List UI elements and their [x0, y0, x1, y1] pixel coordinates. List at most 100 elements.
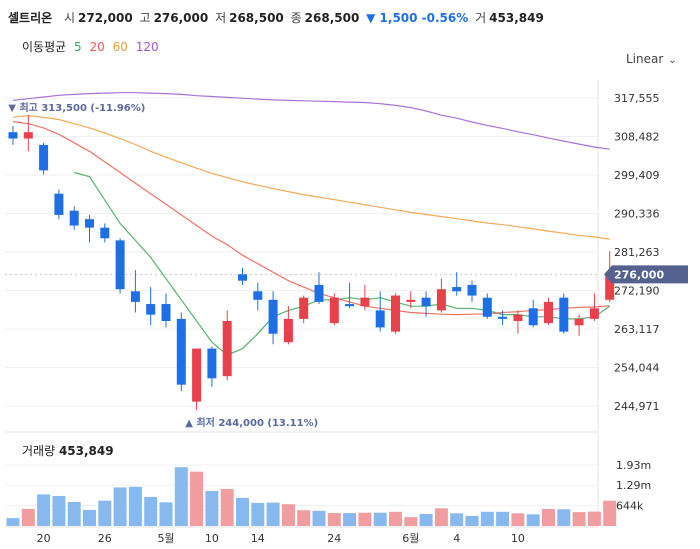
volume-bar	[220, 489, 234, 526]
volume-bar	[98, 500, 112, 526]
low-value: 268,500	[229, 11, 284, 25]
volume-bar	[511, 513, 525, 526]
volume-bar	[21, 508, 35, 526]
volume-bar	[205, 490, 219, 526]
volume-bar	[37, 494, 51, 526]
candle-body	[283, 318, 293, 343]
candle-body	[253, 291, 263, 300]
low-label: 저	[215, 11, 227, 25]
candle-body	[528, 308, 538, 326]
volume-bar	[434, 508, 448, 526]
high-value: 276,000	[153, 11, 209, 25]
volume-bar	[404, 517, 418, 526]
volume-bar	[83, 509, 96, 526]
volume-panel-title: 거래량	[22, 444, 56, 458]
price-tick-label: 299,409	[614, 169, 660, 182]
candle-body	[345, 304, 355, 307]
volume-bar	[297, 510, 311, 526]
volume-bar	[312, 510, 326, 526]
price-tick-label: 272,190	[614, 285, 660, 298]
volume-bar	[174, 467, 188, 526]
price-annotation: ▼ 최고 313,500 (-11.96%)	[8, 101, 145, 114]
volume-label: 거	[475, 11, 487, 25]
ma-legend-item-60[interactable]: 60	[112, 40, 128, 54]
volume-bar	[67, 501, 81, 526]
candle-body	[8, 132, 18, 139]
candle-body	[192, 348, 202, 402]
price-tick-label: 308,482	[614, 131, 660, 144]
candle-body	[589, 308, 599, 319]
stock-header: 셀트리온 시 272,000 고 276,000 저 268,500 종 268,500…	[8, 9, 547, 29]
candle-body	[375, 310, 385, 328]
moving-average-legend[interactable]: 이동평균 5 20 60 120	[22, 38, 163, 55]
current-price-tag	[604, 265, 688, 284]
ma-legend-item-20[interactable]: 20	[89, 40, 105, 54]
candle-body	[574, 318, 584, 326]
close-value: 268,500	[304, 11, 360, 25]
candle-body	[360, 297, 370, 307]
chevron-down-icon: ⌄	[668, 55, 677, 66]
candle-body	[146, 304, 156, 315]
candle-body	[115, 240, 125, 290]
moving-average-120-line	[12, 92, 610, 150]
candle-body	[176, 318, 186, 385]
candle-body	[238, 274, 247, 281]
volume-bar	[128, 486, 142, 526]
candle-body	[421, 297, 431, 307]
candle-body	[406, 299, 416, 302]
candle-body	[467, 284, 477, 296]
volume-panel-value: 453,849	[58, 444, 114, 458]
x-tick-label: 5월	[157, 532, 174, 545]
volume-bar	[327, 513, 341, 526]
current-price-label: 276,000	[614, 268, 664, 281]
volume-bar	[343, 513, 357, 526]
candle-body	[207, 348, 217, 379]
candle-body	[513, 314, 523, 322]
ma-legend-item-5[interactable]: 5	[74, 40, 82, 54]
price-change: ▼ 1,500 -0.56%	[366, 11, 469, 25]
volume-bar	[52, 495, 66, 526]
volume-bar	[542, 508, 555, 526]
scale-mode-dropdown[interactable]: Linear ⌄	[626, 52, 677, 66]
volume-value: 453,849	[489, 11, 544, 25]
volume-bar	[159, 502, 173, 526]
moving-average-5-line	[74, 171, 611, 356]
candle-body	[605, 274, 615, 300]
volume-tick-label: 1.29m	[616, 479, 651, 492]
candle-body	[329, 297, 339, 324]
volume-bar	[251, 502, 265, 526]
volume-bar	[465, 515, 479, 526]
volume-bar	[373, 512, 387, 526]
x-tick-label: 10	[511, 532, 525, 545]
close-label: 종	[290, 11, 302, 25]
volume-bar	[6, 518, 20, 526]
candle-body	[161, 304, 171, 322]
volume-tick-label: 1.93m	[616, 459, 651, 472]
volume-bar	[557, 509, 571, 526]
x-tick-label: 26	[98, 532, 112, 545]
volume-bar	[389, 511, 402, 526]
candle-body	[314, 284, 324, 302]
volume-bar	[281, 504, 295, 526]
candle-body	[498, 316, 508, 319]
x-tick-label: 6월	[402, 532, 419, 545]
volume-bar	[526, 514, 540, 526]
price-tick-label: 290,336	[614, 208, 660, 221]
x-tick-label: 20	[37, 532, 51, 545]
open-value: 272,000	[78, 11, 133, 25]
open-label: 시	[64, 11, 76, 25]
price-tick-label: 263,117	[614, 323, 660, 336]
candle-body	[85, 219, 94, 228]
volume-bar	[266, 502, 280, 526]
candle-body	[54, 193, 64, 215]
moving-average-60-line	[12, 114, 610, 240]
volume-bar	[480, 511, 494, 526]
volume-bar	[496, 511, 510, 526]
candle-body	[436, 289, 446, 311]
x-tick-label: 14	[251, 532, 265, 545]
candle-body	[559, 297, 569, 332]
volume-bar	[190, 471, 204, 526]
ma-legend-item-120[interactable]: 120	[135, 40, 159, 54]
volume-bar	[603, 500, 617, 526]
